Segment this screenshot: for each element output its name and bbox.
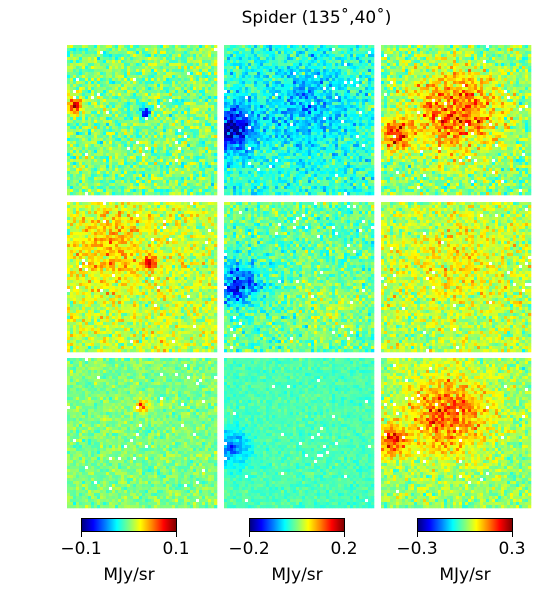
colorbar-tick: [344, 532, 345, 537]
colorbar-tick: [81, 532, 82, 537]
colorbar-tick: [176, 532, 177, 537]
colorbar-tick-label: −0.1: [46, 539, 116, 559]
colorbar-tick-label: 0.2: [309, 539, 379, 559]
colorbar-unit-label: MJy/sr: [247, 565, 347, 585]
colorbar-tick: [512, 532, 513, 537]
heatmap-panel-r1-c2: [381, 202, 532, 353]
colorbar-tick-label: −0.3: [382, 539, 452, 559]
colorbar-tick-label: −0.2: [214, 539, 284, 559]
colorbar-2: [249, 518, 345, 532]
colorbar-1: [81, 518, 177, 532]
colorbar-unit-label: MJy/sr: [79, 565, 179, 585]
heatmap-panel-r2-c0: [67, 358, 218, 509]
colorbar-tick-label: 0.1: [141, 539, 211, 559]
colorbar-tick: [417, 532, 418, 537]
colorbar-unit-label: MJy/sr: [415, 565, 515, 585]
colorbar-3: [417, 518, 513, 532]
heatmap-grid: [67, 45, 532, 509]
heatmap-panel-r1-c0: [67, 202, 218, 353]
colorbar-tick-label: 0.3: [477, 539, 547, 559]
heatmap-panel-r2-c2: [381, 358, 532, 509]
heatmap-panel-r0-c1: [224, 45, 375, 196]
heatmap-panel-r2-c1: [224, 358, 375, 509]
colorbar-tick: [249, 532, 250, 537]
heatmap-panel-r0-c2: [381, 45, 532, 196]
heatmap-panel-r1-c1: [224, 202, 375, 353]
heatmap-panel-r0-c0: [67, 45, 218, 196]
chart-title: Spider (135˚,40˚): [0, 8, 553, 34]
